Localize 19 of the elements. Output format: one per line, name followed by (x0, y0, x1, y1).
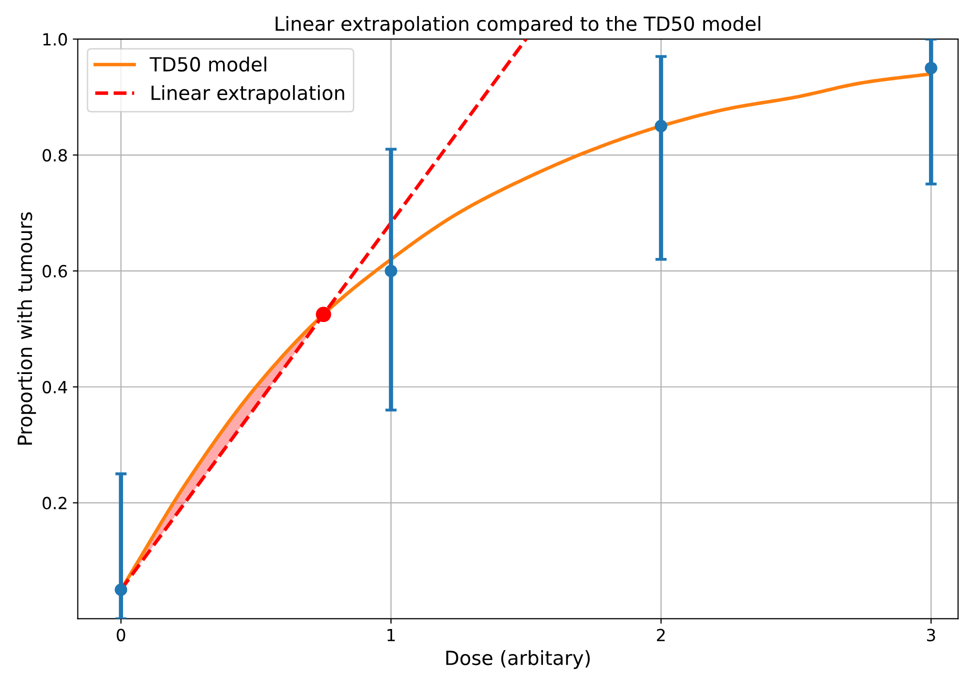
point (114, 584, 128, 596)
y-tick-label: 1.0 (43, 33, 67, 46)
point (654, 120, 668, 132)
legend-label: TD50 model (150, 56, 266, 72)
y-axis-title: Proportion with tumours (17, 212, 36, 445)
x-tick-label: 1 (388, 628, 395, 642)
x-tick-label: 0 (116, 628, 126, 642)
y-tick-label: 0.8 (42, 148, 67, 162)
x-axis-title: Dose (arbitary) (446, 650, 590, 669)
y-tick-label: 0.6 (42, 264, 67, 278)
chart-title: Linear extrapolation compared to the TD50 model (276, 16, 760, 35)
legend-label: Linear extrapolation (152, 85, 344, 104)
y-tick-label: 0.4 (42, 380, 68, 394)
point (316, 306, 332, 322)
x-tick-label: 3 (927, 628, 936, 642)
point (384, 264, 398, 278)
x-tick-label: 2 (656, 628, 665, 642)
point (924, 62, 938, 74)
y-tick-label: 0.2 (42, 496, 66, 510)
